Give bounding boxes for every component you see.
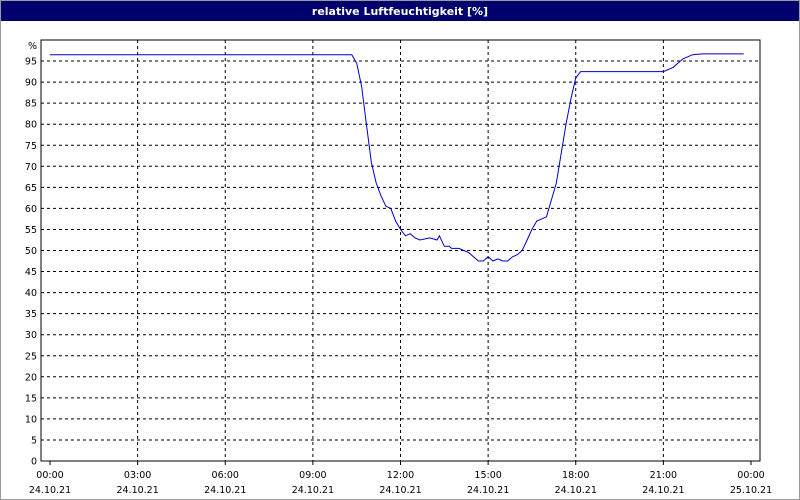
y-tick-label: 30 — [25, 330, 37, 341]
y-axis-tick-labels: 0 5 10 15 20 25 30 35 40 45 50 55 60 65 70 75 80 85 90 95 — [25, 57, 37, 468]
y-tick-label: 45 — [25, 267, 37, 278]
x-tick-date-label: 24.10.21 — [29, 485, 71, 496]
y-axis-unit-label: % — [28, 41, 37, 52]
y-tick-label: 75 — [25, 141, 37, 152]
y-tick-label: 5 — [31, 435, 37, 446]
x-tick-date-label: 24.10.21 — [379, 485, 421, 496]
x-tick-date-label: 25.10.21 — [730, 485, 772, 496]
x-tick-time-label: 00:00 — [36, 470, 63, 481]
y-tick-label: 65 — [25, 183, 37, 194]
y-tick-label: 85 — [25, 99, 37, 110]
x-tick-time-label: 06:00 — [212, 470, 239, 481]
x-tick-time-label: 18:00 — [562, 470, 589, 481]
y-tick-label: 35 — [25, 309, 37, 320]
x-tick-time-label: 09:00 — [299, 470, 326, 481]
y-tick-label: 80 — [25, 120, 37, 131]
y-tick-label: 50 — [25, 246, 37, 257]
y-tick-label: 70 — [25, 162, 37, 173]
y-tick-label: 40 — [25, 288, 37, 299]
y-tick-label: 0 — [31, 457, 37, 468]
humidity-series-line — [50, 53, 744, 262]
x-tick-time-label: 15:00 — [474, 470, 501, 481]
grid-lines — [41, 40, 760, 461]
x-tick-time-label: 00:00 — [737, 470, 764, 481]
x-tick-date-label: 24.10.21 — [116, 485, 158, 496]
y-tick-label: 90 — [25, 78, 37, 89]
x-tick-date-label: 24.10.21 — [204, 485, 246, 496]
x-tick-time-label: 21:00 — [650, 470, 677, 481]
x-tick-date-label: 24.10.21 — [292, 485, 334, 496]
x-tick-time-label: 03:00 — [124, 470, 151, 481]
y-tick-label: 15 — [25, 393, 37, 404]
y-tick-label: 10 — [25, 414, 37, 425]
y-tick-label: 25 — [25, 351, 37, 362]
y-tick-label: 20 — [25, 372, 37, 383]
y-tick-label: 55 — [25, 225, 37, 236]
chart-title: relative Luftfeuchtigkeit [%] — [1, 1, 799, 21]
x-tick-date-label: 24.10.21 — [467, 485, 509, 496]
x-tick-date-label: 24.10.21 — [642, 485, 684, 496]
x-tick-time-label: 12:00 — [387, 470, 414, 481]
y-tick-label: 60 — [25, 204, 37, 215]
x-axis-tick-labels: 00:00 24.10.21 03:00 24.10.21 06:00 24.10.21 0… — [29, 461, 772, 496]
y-tick-label: 95 — [25, 57, 37, 68]
x-tick-date-label: 24.10.21 — [555, 485, 597, 496]
